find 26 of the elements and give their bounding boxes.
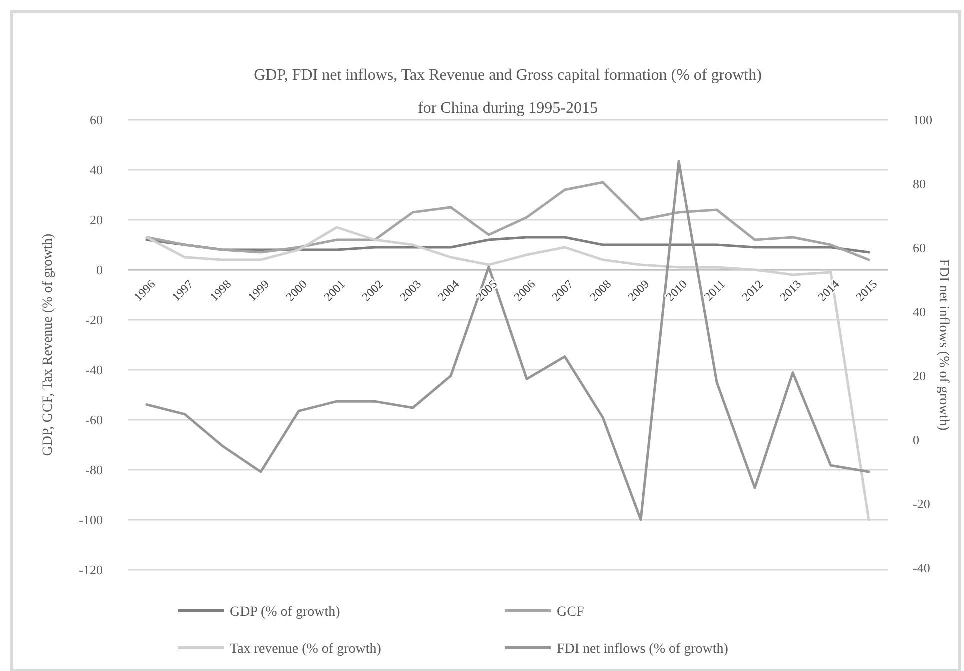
y-tick-label: 60 xyxy=(90,112,103,128)
y2-tick-label: 80 xyxy=(913,176,926,192)
chart-title: GDP, FDI net inflows, Tax Revenue and Gross capital formation (% of growth) for China during 1995-2015 xyxy=(254,67,762,117)
legend-label: GDP (% of growth) xyxy=(230,604,341,620)
y-axis-title: GDP, GCF, Tax Revenue (% of growth) xyxy=(41,233,56,456)
y2-tick-label: 100 xyxy=(913,112,932,128)
y-tick-label: 0 xyxy=(96,262,103,278)
legend-label: FDI net inflows (% of growth) xyxy=(557,642,729,657)
y2-tick-label: 60 xyxy=(913,240,926,256)
y2-tick-label: -40 xyxy=(913,560,930,576)
y-tick-label: -20 xyxy=(86,312,103,328)
y-tick-label: 40 xyxy=(90,162,103,178)
y-tick-label: 20 xyxy=(90,212,103,228)
y-tick-label: -120 xyxy=(79,562,103,578)
y-tick-label: -80 xyxy=(86,462,103,478)
legend-label: Tax revenue (% of growth) xyxy=(230,642,382,657)
y-tick-label: -60 xyxy=(86,412,103,428)
legend-label: GCF xyxy=(557,604,584,620)
y2-tick-label: -20 xyxy=(913,496,930,512)
y2-tick-label: 20 xyxy=(913,368,926,384)
line-series xyxy=(146,181,870,262)
y-tick-label: -40 xyxy=(86,362,103,378)
y-tick-label: -100 xyxy=(79,512,103,528)
y2-axis-title: FDI net inflows (% of growth) xyxy=(936,259,951,432)
y2-tick-label: 0 xyxy=(913,432,920,448)
y2-tick-label: 40 xyxy=(913,304,926,320)
